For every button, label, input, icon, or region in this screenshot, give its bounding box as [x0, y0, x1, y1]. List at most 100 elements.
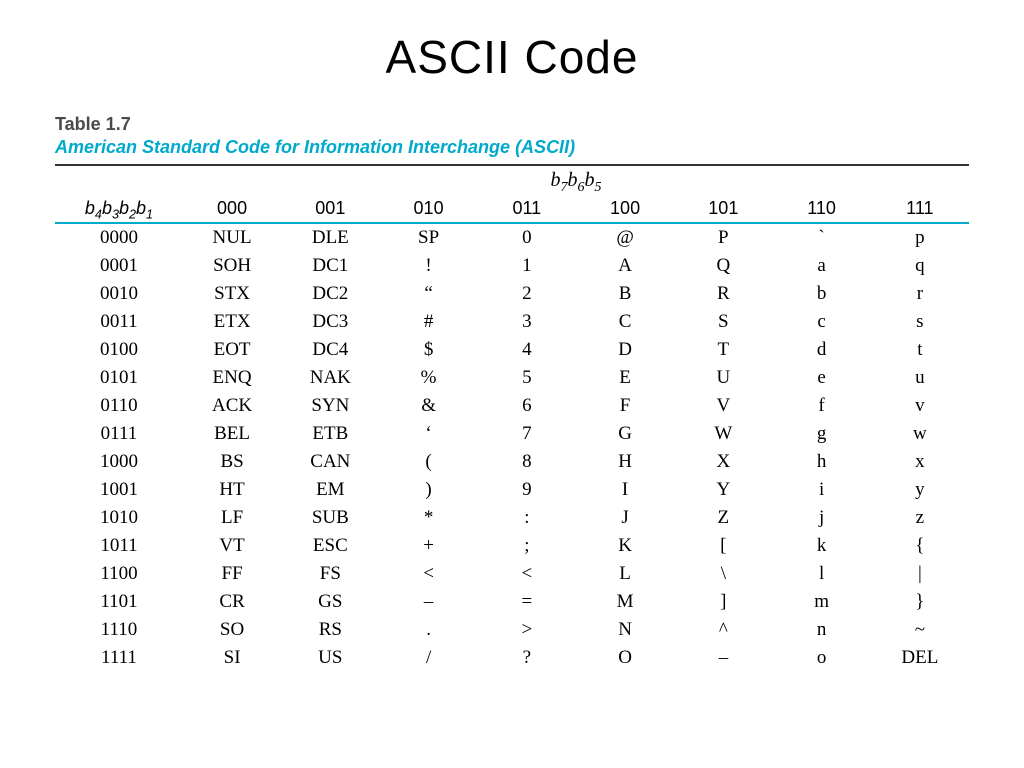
- ascii-cell: DC3: [281, 308, 379, 336]
- ascii-cell: ETB: [281, 420, 379, 448]
- super-header-row: b7b6b5: [55, 166, 969, 195]
- ascii-cell: 6: [478, 392, 576, 420]
- col-header: 100: [576, 195, 674, 222]
- ascii-cell: DEL: [871, 644, 969, 672]
- table-row: 0010STXDC2“2BRbr: [55, 280, 969, 308]
- ascii-cell: STX: [183, 280, 281, 308]
- ascii-cell: 2: [478, 280, 576, 308]
- ascii-cell: ‘: [379, 420, 477, 448]
- ascii-cell: E: [576, 364, 674, 392]
- ascii-cell: %: [379, 364, 477, 392]
- col-header: 111: [871, 195, 969, 222]
- ascii-cell: [: [674, 532, 772, 560]
- table-number: Table 1.7: [55, 114, 969, 135]
- row-label: 0011: [55, 308, 183, 336]
- ascii-cell: ~: [871, 616, 969, 644]
- ascii-cell: O: [576, 644, 674, 672]
- ascii-cell: Q: [674, 252, 772, 280]
- ascii-table-figure: Table 1.7 American Standard Code for Inf…: [55, 114, 969, 672]
- ascii-cell: C: [576, 308, 674, 336]
- slide: ASCII Code Table 1.7 American Standard C…: [0, 0, 1024, 768]
- table-row: 1110SORS.>N^n~: [55, 616, 969, 644]
- row-header-label: b4b3b2b1: [55, 195, 183, 222]
- ascii-cell: SI: [183, 644, 281, 672]
- ascii-cell: X: [674, 448, 772, 476]
- ascii-cell: ESC: [281, 532, 379, 560]
- ascii-cell: u: [871, 364, 969, 392]
- ascii-cell: SUB: [281, 504, 379, 532]
- ascii-cell: SYN: [281, 392, 379, 420]
- ascii-cell: ?: [478, 644, 576, 672]
- ascii-cell: Y: [674, 476, 772, 504]
- row-label: 1100: [55, 560, 183, 588]
- table-row: 1000BSCAN(8HXhx: [55, 448, 969, 476]
- ascii-cell: L: [576, 560, 674, 588]
- ascii-cell: H: [576, 448, 674, 476]
- ascii-cell: SOH: [183, 252, 281, 280]
- ascii-cell: ): [379, 476, 477, 504]
- table-row: 0011ETXDC3#3CScs: [55, 308, 969, 336]
- ascii-cell: CAN: [281, 448, 379, 476]
- table-body: 0000NULDLESP0@P`p0001SOHDC1!1AQaq0010STX…: [55, 224, 969, 672]
- ascii-cell: S: [674, 308, 772, 336]
- ascii-cell: A: [576, 252, 674, 280]
- ascii-cell: –: [379, 588, 477, 616]
- table-row: 0000NULDLESP0@P`p: [55, 224, 969, 252]
- ascii-cell: U: [674, 364, 772, 392]
- ascii-cell: i: [772, 476, 870, 504]
- col-header: 011: [478, 195, 576, 222]
- col-header: 110: [772, 195, 870, 222]
- ascii-cell: NAK: [281, 364, 379, 392]
- ascii-cell: M: [576, 588, 674, 616]
- table-caption: American Standard Code for Information I…: [55, 137, 969, 158]
- ascii-cell: V: [674, 392, 772, 420]
- ascii-cell: FF: [183, 560, 281, 588]
- ascii-cell: CR: [183, 588, 281, 616]
- ascii-cell: +: [379, 532, 477, 560]
- table-row: 1001HTEM)9IYiy: [55, 476, 969, 504]
- ascii-cell: G: [576, 420, 674, 448]
- ascii-cell: n: [772, 616, 870, 644]
- table-row: 1111SIUS/?O–oDEL: [55, 644, 969, 672]
- ascii-cell: (: [379, 448, 477, 476]
- ascii-cell: |: [871, 560, 969, 588]
- ascii-cell: #: [379, 308, 477, 336]
- ascii-cell: VT: [183, 532, 281, 560]
- ascii-cell: HT: [183, 476, 281, 504]
- ascii-cell: o: [772, 644, 870, 672]
- row-label: 0111: [55, 420, 183, 448]
- ascii-cell: z: [871, 504, 969, 532]
- ascii-cell: q: [871, 252, 969, 280]
- ascii-cell: I: [576, 476, 674, 504]
- ascii-cell: =: [478, 588, 576, 616]
- ascii-cell: W: [674, 420, 772, 448]
- ascii-cell: NUL: [183, 224, 281, 252]
- ascii-cell: DC4: [281, 336, 379, 364]
- ascii-cell: ENQ: [183, 364, 281, 392]
- column-header-row: b4b3b2b1 000 001 010 011 100 101 110 111: [55, 195, 969, 222]
- row-label: 0101: [55, 364, 183, 392]
- ascii-cell: DC1: [281, 252, 379, 280]
- table-row: 0111BELETB‘7GWgw: [55, 420, 969, 448]
- ascii-cell: r: [871, 280, 969, 308]
- ascii-cell: US: [281, 644, 379, 672]
- col-header: 010: [379, 195, 477, 222]
- ascii-table: b7b6b5 b4b3b2b1 000 001 010 011 100 101 …: [55, 166, 969, 672]
- ascii-cell: *: [379, 504, 477, 532]
- col-header: 000: [183, 195, 281, 222]
- ascii-cell: j: [772, 504, 870, 532]
- ascii-cell: D: [576, 336, 674, 364]
- ascii-cell: ]: [674, 588, 772, 616]
- ascii-cell: BEL: [183, 420, 281, 448]
- ascii-cell: BS: [183, 448, 281, 476]
- ascii-cell: :: [478, 504, 576, 532]
- table-row: 0101ENQNAK%5EUeu: [55, 364, 969, 392]
- ascii-cell: GS: [281, 588, 379, 616]
- ascii-cell: 4: [478, 336, 576, 364]
- ascii-cell: RS: [281, 616, 379, 644]
- row-label: 0100: [55, 336, 183, 364]
- table-row: 1010LFSUB*:JZjz: [55, 504, 969, 532]
- ascii-cell: 0: [478, 224, 576, 252]
- row-label: 1101: [55, 588, 183, 616]
- ascii-cell: J: [576, 504, 674, 532]
